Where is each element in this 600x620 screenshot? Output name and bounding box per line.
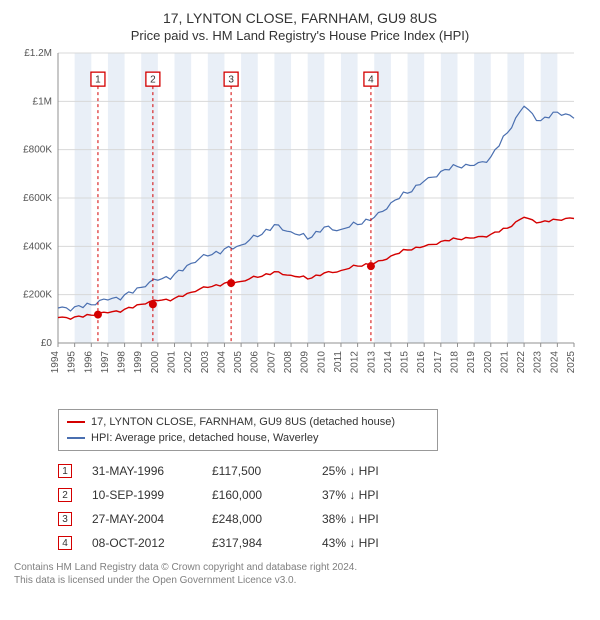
svg-text:2020: 2020 [483, 351, 494, 374]
svg-text:2010: 2010 [316, 351, 327, 374]
legend-item: HPI: Average price, detached house, Wave… [67, 430, 429, 446]
svg-text:2015: 2015 [400, 351, 411, 374]
event-price: £160,000 [212, 488, 322, 502]
svg-text:2008: 2008 [283, 351, 294, 374]
svg-text:2007: 2007 [266, 351, 277, 374]
legend-label: 17, LYNTON CLOSE, FARNHAM, GU9 8US (deta… [91, 416, 395, 428]
svg-text:4: 4 [368, 75, 374, 86]
chart-canvas: £0 £200K £400K £600K £800K £1M £1.2M 1994 1995 19… [14, 49, 586, 389]
footer-line2: This data is licensed under the Open Gov… [14, 574, 586, 587]
title-subtitle: Price paid vs. HM Land Registry's House … [14, 28, 586, 43]
legend-item: 17, LYNTON CLOSE, FARNHAM, GU9 8US (deta… [67, 414, 429, 430]
svg-text:2012: 2012 [350, 351, 361, 374]
svg-text:1994: 1994 [50, 351, 61, 374]
event-price: £317,984 [212, 536, 322, 550]
svg-text:2: 2 [150, 75, 156, 86]
title-address: 17, LYNTON CLOSE, FARNHAM, GU9 8US [14, 10, 586, 26]
svg-text:2011: 2011 [333, 351, 344, 373]
chart-title-block: 17, LYNTON CLOSE, FARNHAM, GU9 8US Price… [14, 10, 586, 43]
price-chart: £0 £200K £400K £600K £800K £1M £1.2M 1994 1995 19… [14, 49, 586, 399]
event-row: 4 08-OCT-2012£317,98443% ↓ HPI [58, 531, 586, 555]
svg-text:2025: 2025 [566, 351, 577, 374]
event-delta: 43% ↓ HPI [322, 536, 432, 550]
svg-text:3: 3 [228, 75, 234, 86]
svg-text:1999: 1999 [133, 351, 144, 374]
event-row: 1 31-MAY-1996£117,50025% ↓ HPI [58, 459, 586, 483]
svg-text:£800K: £800K [23, 145, 52, 156]
legend: 17, LYNTON CLOSE, FARNHAM, GU9 8US (deta… [58, 409, 438, 451]
svg-text:1: 1 [95, 75, 101, 86]
svg-text:£600K: £600K [23, 193, 52, 204]
svg-text:2017: 2017 [433, 351, 444, 374]
svg-text:2021: 2021 [499, 351, 510, 374]
svg-text:2004: 2004 [216, 351, 227, 374]
event-marker: 2 [58, 488, 72, 502]
svg-text:£400K: £400K [23, 241, 52, 252]
svg-text:2013: 2013 [366, 351, 377, 374]
event-price: £117,500 [212, 464, 322, 478]
svg-text:£1M: £1M [33, 96, 52, 107]
svg-text:2001: 2001 [167, 351, 178, 374]
svg-text:2024: 2024 [549, 351, 560, 374]
legend-swatch [67, 437, 85, 439]
event-row: 2 10-SEP-1999£160,00037% ↓ HPI [58, 483, 586, 507]
legend-label: HPI: Average price, detached house, Wave… [91, 432, 318, 444]
event-delta: 38% ↓ HPI [322, 512, 432, 526]
event-marker: 4 [58, 536, 72, 550]
event-delta: 25% ↓ HPI [322, 464, 432, 478]
svg-text:2018: 2018 [449, 351, 460, 374]
event-date: 10-SEP-1999 [92, 488, 212, 502]
svg-text:1998: 1998 [117, 351, 128, 374]
svg-text:2002: 2002 [183, 351, 194, 374]
svg-text:2023: 2023 [533, 351, 544, 374]
svg-text:2009: 2009 [300, 351, 311, 374]
footer-attribution: Contains HM Land Registry data © Crown c… [14, 561, 586, 587]
svg-text:2019: 2019 [466, 351, 477, 374]
legend-swatch [67, 421, 85, 423]
svg-text:2005: 2005 [233, 351, 244, 374]
svg-text:1995: 1995 [67, 351, 78, 374]
footer-line1: Contains HM Land Registry data © Crown c… [14, 561, 586, 574]
events-table: 1 31-MAY-1996£117,50025% ↓ HPI 2 10-SEP-199… [58, 459, 586, 555]
event-date: 08-OCT-2012 [92, 536, 212, 550]
svg-text:2022: 2022 [516, 351, 527, 374]
svg-text:£1.2M: £1.2M [24, 49, 52, 59]
event-delta: 37% ↓ HPI [322, 488, 432, 502]
event-date: 31-MAY-1996 [92, 464, 212, 478]
event-marker: 1 [58, 464, 72, 478]
event-date: 27-MAY-2004 [92, 512, 212, 526]
svg-text:1997: 1997 [100, 351, 111, 374]
svg-text:2000: 2000 [150, 351, 161, 374]
svg-text:2006: 2006 [250, 351, 261, 374]
svg-text:2014: 2014 [383, 351, 394, 374]
svg-text:£200K: £200K [23, 290, 52, 301]
svg-text:2003: 2003 [200, 351, 211, 374]
event-marker: 3 [58, 512, 72, 526]
svg-text:2016: 2016 [416, 351, 427, 374]
svg-text:£0: £0 [41, 338, 53, 349]
event-price: £248,000 [212, 512, 322, 526]
event-row: 3 27-MAY-2004£248,00038% ↓ HPI [58, 507, 586, 531]
svg-text:1996: 1996 [83, 351, 94, 374]
